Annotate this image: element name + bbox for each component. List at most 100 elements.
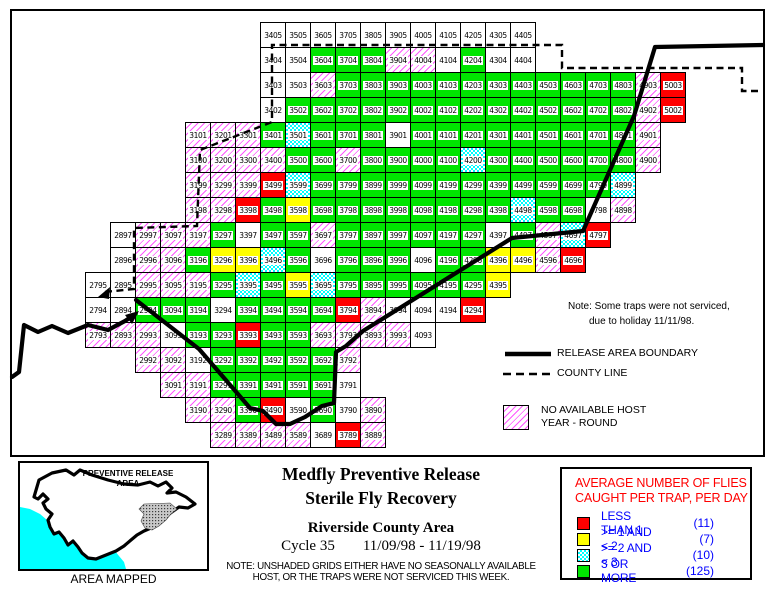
grid-cell-label: 4700 (588, 155, 608, 165)
grid-cell-4898: 4898 (610, 197, 636, 223)
grid-cell-label: 4702 (588, 105, 608, 115)
grid-cell-4304: 4304 (485, 47, 511, 73)
grid-cell-label: 3994 (388, 305, 408, 315)
grid-cell-3396: 3396 (235, 247, 261, 273)
date-range: 11/09/98 - 11/19/98 (362, 538, 481, 554)
grid-cell-label: 4703 (588, 80, 608, 90)
grid-cell-label: 3798 (338, 205, 358, 215)
grid-cell-label: 4402 (513, 105, 533, 115)
grid-cell-4098: 4098 (410, 197, 436, 223)
grid-cell-2997: 2997 (135, 222, 161, 248)
grid-cell-label: 3195 (188, 280, 208, 290)
legend-item-count: (125) (685, 564, 714, 578)
grid-cell-label: 3700 (338, 155, 358, 165)
grid-cell-label: 3091 (163, 380, 183, 390)
report-cycle-line: Cycle 35 11/09/98 - 11/19/98 (205, 538, 557, 555)
grid-cell-4602: 4602 (560, 97, 586, 123)
grid-cell-label: 3791 (338, 380, 358, 390)
grid-cell-label: 3704 (338, 55, 358, 65)
fly-count-legend: AVERAGE NUMBER OF FLIES CAUGHT PER TRAP,… (560, 467, 752, 585)
grid-cell-4401: 4401 (510, 122, 536, 148)
grid-cell-4404: 4404 (510, 47, 536, 73)
grid-cell-label: 4399 (488, 180, 508, 190)
grid-cell-label: 4103 (438, 80, 458, 90)
grid-cell-5003: 5003 (660, 72, 686, 98)
grid-cell-3190: 3190 (185, 397, 211, 423)
grid-cell-label: 3292 (213, 355, 233, 365)
grid-cell-label: 3389 (238, 430, 258, 440)
grid-cell-3604: 3604 (310, 47, 336, 73)
grid-cell-label: 4300 (488, 155, 508, 165)
grid-cell-label: 4198 (438, 205, 458, 215)
grid-cell-5002: 5002 (660, 97, 686, 123)
grid-cell-4701: 4701 (585, 122, 611, 148)
grid-cell-4203: 4203 (460, 72, 486, 98)
grid-cell-4099: 4099 (410, 172, 436, 198)
grid-cell-label: 5002 (663, 105, 683, 115)
grid-cell-3389: 3389 (235, 422, 261, 448)
grid-cell-2994: 2994 (135, 297, 161, 323)
inset-ocean (20, 507, 126, 569)
grid-cell-label: 3400 (263, 155, 283, 165)
grid-cell-3397: 3397 (235, 222, 261, 248)
grid-cell-label: 3898 (363, 205, 383, 215)
grid-cell-3289: 3289 (210, 422, 236, 448)
grid-cell-3789: 3789 (335, 422, 361, 448)
grid-cell-label: 3897 (363, 230, 383, 240)
grid-cell-label: 2895 (113, 280, 133, 290)
grid-cell-label: 4902 (638, 105, 658, 115)
grid-cell-label: 4101 (438, 130, 458, 140)
grid-cell-3197: 3197 (185, 222, 211, 248)
grid-cell-label: 3092 (163, 355, 183, 365)
grid-cell-label: 3993 (388, 330, 408, 340)
grid-cell-3605: 3605 (310, 22, 336, 48)
grid-cell-4799: 4799 (585, 172, 611, 198)
grid-cell-3590: 3590 (285, 397, 311, 423)
grid-cell-3491: 3491 (260, 372, 286, 398)
legend-item-cyan: >= 2 AND < 3 (10) (577, 541, 750, 569)
grid-cell-3298: 3298 (210, 197, 236, 223)
grid-cell-3299: 3299 (210, 172, 236, 198)
grid-cell-3998: 3998 (385, 197, 411, 223)
grid-cell-label: 4095 (413, 280, 433, 290)
grid-cell-label: 3396 (238, 255, 258, 265)
grid-cell-4798: 4798 (585, 197, 611, 223)
grid-cell-label: 3199 (188, 180, 208, 190)
grid-cell-label: 4701 (588, 130, 608, 140)
grid-cell-label: 3291 (213, 380, 233, 390)
county-key-label: COUNTY LINE (557, 367, 628, 379)
grid-cell-label: 4901 (638, 130, 658, 140)
grid-cell-4395: 4395 (485, 272, 511, 298)
grid-cell-label: 4199 (438, 180, 458, 190)
grid-cell-label: 4596 (538, 255, 558, 265)
grid-cell-4194: 4194 (435, 297, 461, 323)
grid-cell-3805: 3805 (360, 22, 386, 48)
grid-cell-4696: 4696 (560, 247, 586, 273)
grid-cell-4601: 4601 (560, 122, 586, 148)
grid-cell-label: 3504 (288, 55, 308, 65)
grid-cell-4001: 4001 (410, 122, 436, 148)
grid-cell-label: 4298 (463, 205, 483, 215)
grid-cell-label: 3804 (363, 55, 383, 65)
grid-cell-3704: 3704 (335, 47, 361, 73)
grid-cell-label: 3097 (163, 230, 183, 240)
grid-cell-4497: 4497 (510, 222, 536, 248)
grid-cell-label: 4899 (613, 180, 633, 190)
grid-cell-label: 4496 (513, 255, 533, 265)
area-mapped-inset: PREVENTIVE RELEASE AREA (18, 461, 209, 571)
grid-cell-2996: 2996 (135, 247, 161, 273)
grid-cell-label: 3904 (388, 55, 408, 65)
grid-cell-label: 3404 (263, 55, 283, 65)
grid-cell-4400: 4400 (510, 147, 536, 173)
grid-cell-label: 3789 (338, 430, 358, 440)
grid-cell-2794: 2794 (85, 297, 111, 323)
grid-cell-label: 3889 (363, 430, 383, 440)
grid-cell-label: 3604 (313, 55, 333, 65)
grid-cell-3593: 3593 (285, 322, 311, 348)
grid-cell-4300: 4300 (485, 147, 511, 173)
grid-cell-label: 3394 (238, 305, 258, 315)
grid-cell-3293: 3293 (210, 322, 236, 348)
grid-cell-label: 3492 (263, 355, 283, 365)
grid-cell-label: 4196 (438, 255, 458, 265)
legend-item-yellow: >= 1 AND < 2 (7) (577, 525, 750, 553)
